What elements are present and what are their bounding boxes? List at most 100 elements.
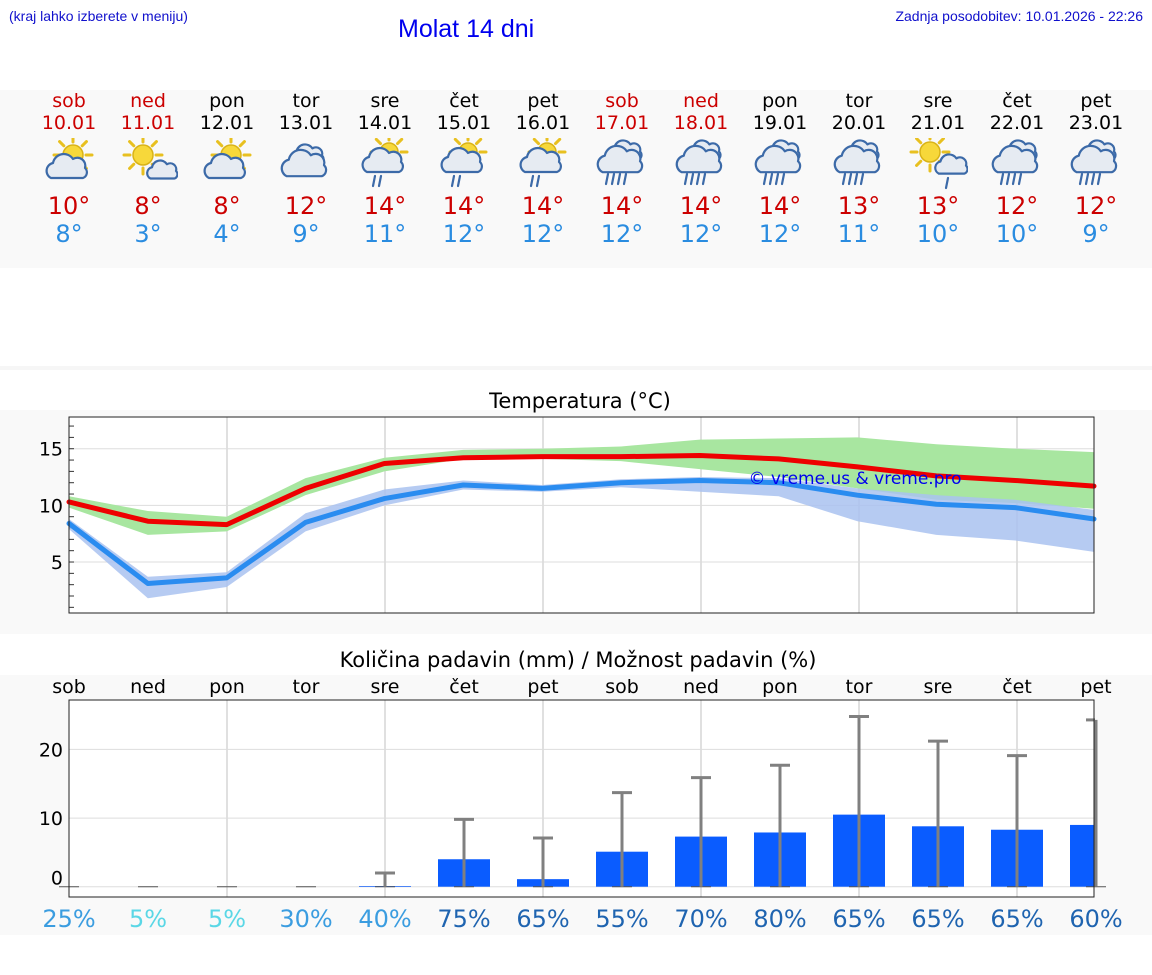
max-temperature: 14° <box>363 192 407 220</box>
precipitation-probability: 60% <box>1069 905 1122 933</box>
cloud-rain-icon <box>754 139 802 186</box>
day-date: 15.01 <box>436 112 492 134</box>
day-name: pet <box>1080 90 1112 112</box>
day-column: sre 21.01 13° 10° <box>898 90 978 248</box>
y-tick-label: 5 <box>51 552 63 574</box>
y-tick-label: 10 <box>39 495 63 517</box>
day-date: 13.01 <box>278 112 334 134</box>
max-temperature: 12° <box>284 192 328 220</box>
max-temperature: 14° <box>758 192 802 220</box>
min-temperature: 12° <box>521 220 565 248</box>
x-category-label: pon <box>209 676 245 698</box>
max-temperature: 14° <box>600 192 644 220</box>
last-updated: Zadnja posodobitev: 10.01.2026 - 22:26 <box>895 8 1143 24</box>
x-category-label: tor <box>846 676 873 698</box>
min-temperature: 10° <box>995 220 1039 248</box>
day-name: čet <box>449 90 479 112</box>
day-date: 14.01 <box>357 112 413 134</box>
day-name: ned <box>130 90 166 112</box>
max-temperature-band <box>69 437 1094 535</box>
min-temperature: 12° <box>600 220 644 248</box>
min-temperature: 12° <box>758 220 802 248</box>
separator <box>0 366 1152 370</box>
day-name: pon <box>762 90 798 112</box>
day-column: sob 10.01 10° 8° <box>29 90 109 248</box>
precipitation-chart-title: Količina padavin (mm) / Možnost padavin … <box>340 648 817 672</box>
day-column: ned 18.01 14° 12° <box>661 90 741 248</box>
min-temperature: 8° <box>55 220 83 248</box>
x-category-label: ned <box>130 676 166 698</box>
day-column: čet 15.01 14° 12° <box>424 90 504 248</box>
page-title: Molat 14 dni <box>398 15 535 43</box>
max-temperature: 12° <box>1074 192 1118 220</box>
precipitation-bar <box>1070 824 1094 887</box>
cloud-rain-icon <box>675 139 723 186</box>
cloud-rain-icon <box>596 139 644 186</box>
sun-cloud-icon <box>203 138 252 180</box>
min-temperature: 9° <box>292 220 320 248</box>
cloud-rain-icon <box>1070 139 1118 186</box>
x-category-label: čet <box>1002 676 1032 698</box>
precipitation-probability: 70% <box>674 905 727 933</box>
max-temperature: 8° <box>213 192 241 220</box>
min-temperature: 11° <box>363 220 407 248</box>
day-date: 10.01 <box>41 112 97 134</box>
min-temperature: 11° <box>837 220 881 248</box>
precipitation-chart: Količina padavin (mm) / Možnost padavin … <box>39 648 1123 933</box>
max-temperature: 13° <box>837 192 881 220</box>
watermark: © vreme.us & vreme.pro <box>748 469 961 489</box>
max-temperature: 12° <box>995 192 1039 220</box>
temperature-chart-title: Temperatura (°C) <box>488 389 671 413</box>
x-category-label: tor <box>293 676 320 698</box>
y-tick-label: 10 <box>39 808 63 830</box>
day-column: pon 12.01 8° 4° <box>187 90 267 248</box>
x-category-label: ned <box>683 676 719 698</box>
x-category-label: čet <box>449 676 479 698</box>
day-date: 18.01 <box>673 112 729 134</box>
x-category-label: sre <box>924 676 953 698</box>
min-temperature-line <box>66 477 1097 587</box>
precipitation-probability: 80% <box>753 905 806 933</box>
x-category-label: pet <box>1080 676 1111 698</box>
precipitation-probability: 30% <box>279 905 332 933</box>
temperature-plot-frame <box>68 416 1095 614</box>
day-date: 20.01 <box>831 112 887 134</box>
max-temperature: 8° <box>134 192 162 220</box>
precipitation-probability: 65% <box>911 905 964 933</box>
day-name: sob <box>52 90 86 112</box>
day-name: sre <box>370 90 400 112</box>
y-tick-label: 0 <box>51 868 63 890</box>
x-category-label: pon <box>762 676 798 698</box>
day-date: 12.01 <box>199 112 255 134</box>
day-column: pet 16.01 14° 12° <box>503 90 583 248</box>
x-category-label: sob <box>52 676 86 698</box>
min-temperature: 10° <box>916 220 960 248</box>
day-column: pet 23.01 12° 9° <box>1056 90 1136 248</box>
day-date: 22.01 <box>989 112 1045 134</box>
day-column: tor 20.01 13° 11° <box>819 90 899 248</box>
sun-cloud-rain-icon <box>519 138 567 188</box>
sun-cloud-rain-icon <box>361 138 409 188</box>
precipitation-probability: 25% <box>42 905 95 933</box>
max-temperature: 14° <box>679 192 723 220</box>
cloudy-icon <box>280 143 328 178</box>
day-name: tor <box>292 90 320 112</box>
sun-cloud-rain-icon <box>440 138 488 188</box>
min-temperature: 12° <box>442 220 486 248</box>
day-column: tor 13.01 12° 9° <box>266 90 346 248</box>
precipitation-probability: 75% <box>437 905 490 933</box>
day-name: sob <box>605 90 639 112</box>
day-name: pet <box>527 90 559 112</box>
precipitation-probability: 40% <box>358 905 411 933</box>
min-temperature: 12° <box>679 220 723 248</box>
day-column: ned 11.01 8° 3° <box>108 90 188 248</box>
day-name: ned <box>683 90 719 112</box>
y-tick-label: 15 <box>39 439 63 461</box>
sun-small-cloud-icon <box>122 138 178 180</box>
x-category-label: pet <box>527 676 558 698</box>
min-temperature: 9° <box>1082 220 1110 248</box>
day-date: 16.01 <box>515 112 571 134</box>
day-name: čet <box>1002 90 1032 112</box>
max-temperature: 14° <box>442 192 486 220</box>
